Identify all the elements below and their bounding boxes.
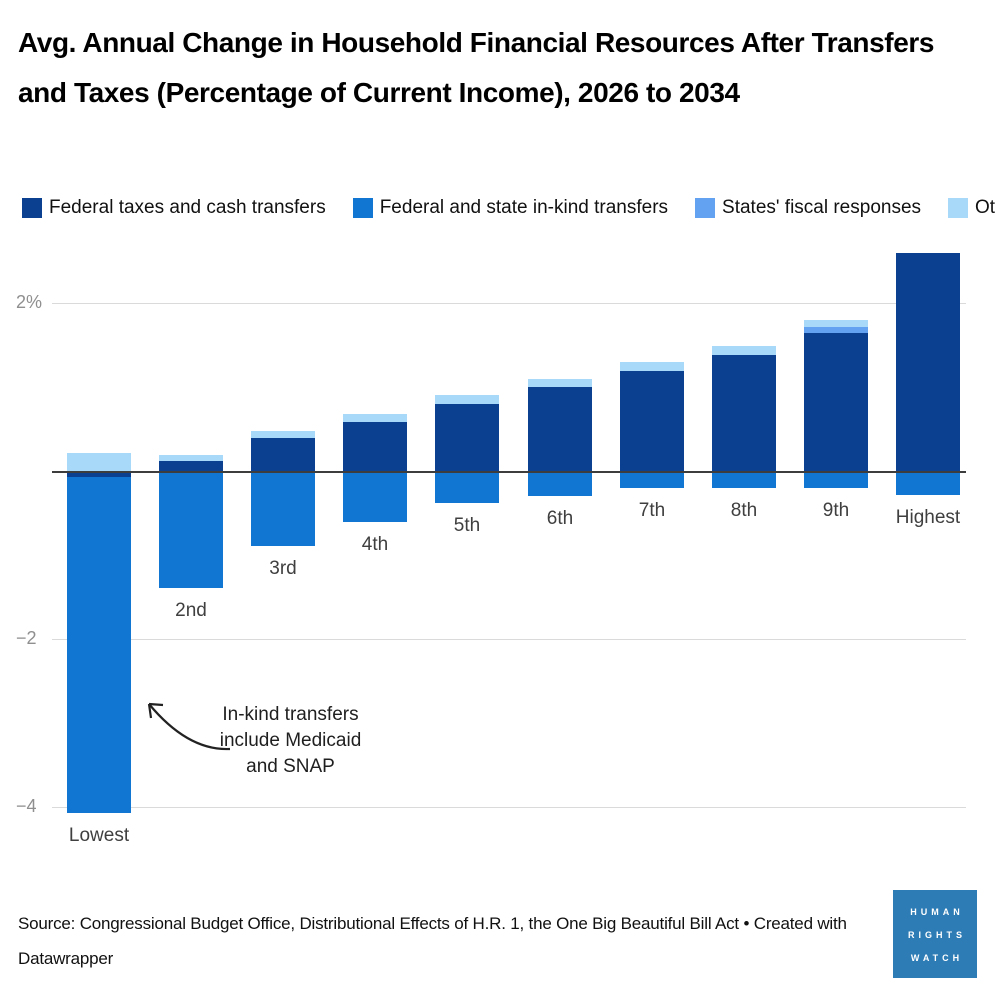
bar-segment-7th-other[interactable] — [620, 361, 684, 372]
legend-swatch-icon — [22, 198, 42, 218]
bar-segment-lowest-other[interactable] — [67, 453, 131, 471]
legend-label: Federal taxes and cash transfers — [49, 197, 326, 218]
annotation-line: and SNAP — [246, 756, 335, 777]
bar-segment-6th-other[interactable] — [528, 378, 592, 387]
zero-baseline — [52, 471, 966, 473]
legend-label: States' fiscal responses — [722, 197, 922, 218]
x-category-label-2nd: 2nd — [175, 599, 207, 621]
x-category-label-8th: 8th — [730, 499, 758, 521]
bar-segment-3rd-federal-taxes-and-cash-transfers[interactable] — [251, 438, 315, 471]
gridline-y-4 — [52, 807, 966, 808]
annotation-arrow-icon — [147, 702, 231, 751]
hrw-logo-line: WATCH — [910, 953, 964, 963]
y-axis-tick-label: −4 — [16, 796, 37, 816]
legend-swatch-icon — [352, 198, 373, 218]
legend-item-4: Other — [948, 197, 996, 219]
plot-area: 2% −2 −4 Lowest 2nd 3rd 4th 5th 6th 7th 8th 9th High… — [16, 252, 966, 846]
bar-segment-8th-other[interactable] — [712, 345, 776, 356]
gridline-y2 — [52, 303, 966, 304]
hrw-logo-line: HUMAN — [910, 907, 964, 917]
x-category-label-9th: 9th — [822, 499, 850, 521]
legend-label: Federal and state in-kind transfers — [379, 197, 669, 218]
bar-segment-7th-federal-and-state-in-kind-transfers[interactable] — [620, 471, 684, 488]
x-category-label-7th: 7th — [638, 499, 666, 521]
x-category-label-highest: Highest — [895, 507, 961, 529]
x-category-label-5th: 5th — [453, 514, 481, 536]
bar-segment-8th-federal-taxes-and-cash-transfers[interactable] — [712, 355, 776, 471]
x-category-label-4th: 4th — [361, 534, 389, 556]
bar-segment-highest-federal-and-state-in-kind-transfers[interactable] — [896, 471, 960, 496]
x-category-label-lowest: Lowest — [68, 824, 130, 846]
y-axis-tick-label: −2 — [16, 628, 37, 648]
bar-segment-2nd-other[interactable] — [159, 455, 223, 461]
bar-segment-4th-federal-taxes-and-cash-transfers[interactable] — [343, 422, 407, 471]
y-axis-tick-label: 2% — [16, 292, 43, 312]
bar-segment-5th-federal-taxes-and-cash-transfers[interactable] — [435, 403, 499, 471]
bar-segment-lowest-federal-and-state-in-kind-transfers[interactable] — [67, 476, 131, 813]
legend-item-2: Federal and state in-kind transfers — [352, 197, 669, 219]
legend-item-3: States' fiscal responses — [695, 197, 921, 219]
gridline-y-2 — [52, 639, 966, 640]
bar-segment-9th-states-fiscal-responses[interactable] — [804, 326, 868, 334]
bar-segment-9th-federal-and-state-in-kind-transfers[interactable] — [804, 471, 868, 488]
bar-segment-6th-federal-taxes-and-cash-transfers[interactable] — [528, 387, 592, 471]
legend-swatch-icon — [695, 198, 716, 218]
annotation-line: In-kind transfers — [222, 704, 359, 725]
bar-segment-5th-other[interactable] — [435, 395, 499, 404]
bar-segment-2nd-federal-and-state-in-kind-transfers[interactable] — [159, 471, 223, 588]
hrw-logo: HUMAN RIGHTS WATCH — [893, 890, 977, 978]
bar-segment-4th-other[interactable] — [343, 413, 407, 423]
annotation-line: include Medicaid — [219, 730, 362, 751]
bar-segment-7th-federal-taxes-and-cash-transfers[interactable] — [620, 371, 684, 471]
chart-legend: Federal taxes and cash transfers Federal … — [22, 197, 996, 219]
legend-swatch-icon — [948, 198, 969, 218]
hrw-logo-line: RIGHTS — [907, 930, 966, 940]
bar-segment-2nd-federal-taxes-and-cash-transfers[interactable] — [159, 460, 223, 471]
bar-segment-3rd-federal-and-state-in-kind-transfers[interactable] — [251, 471, 315, 546]
chart-title: Avg. Annual Change in Household Financia… — [18, 27, 935, 108]
bar-segment-8th-federal-and-state-in-kind-transfers[interactable] — [712, 471, 776, 488]
bar-segment-highest-federal-taxes-and-cash-transfers[interactable] — [896, 252, 960, 471]
bar-segment-9th-other[interactable] — [804, 319, 868, 327]
annotation-text: In-kind transfers include Medicaid and S… — [198, 702, 383, 780]
bar-segment-6th-federal-and-state-in-kind-transfers[interactable] — [528, 471, 592, 497]
legend-label: Other — [975, 197, 996, 218]
source-note: Source: Congressional Budget Office, Dis… — [18, 914, 847, 968]
x-category-label-3rd: 3rd — [269, 557, 297, 579]
bar-segment-5th-federal-and-state-in-kind-transfers[interactable] — [435, 471, 499, 503]
bar-segment-3rd-other[interactable] — [251, 430, 315, 439]
legend-item-1: Federal taxes and cash transfers — [22, 197, 326, 219]
bar-segment-9th-federal-taxes-and-cash-transfers[interactable] — [804, 333, 868, 471]
bar-segment-4th-federal-and-state-in-kind-transfers[interactable] — [343, 471, 407, 523]
x-category-label-6th: 6th — [546, 508, 574, 530]
bar-segment-lowest-federal-taxes-and-cash-transfers[interactable] — [67, 471, 131, 477]
